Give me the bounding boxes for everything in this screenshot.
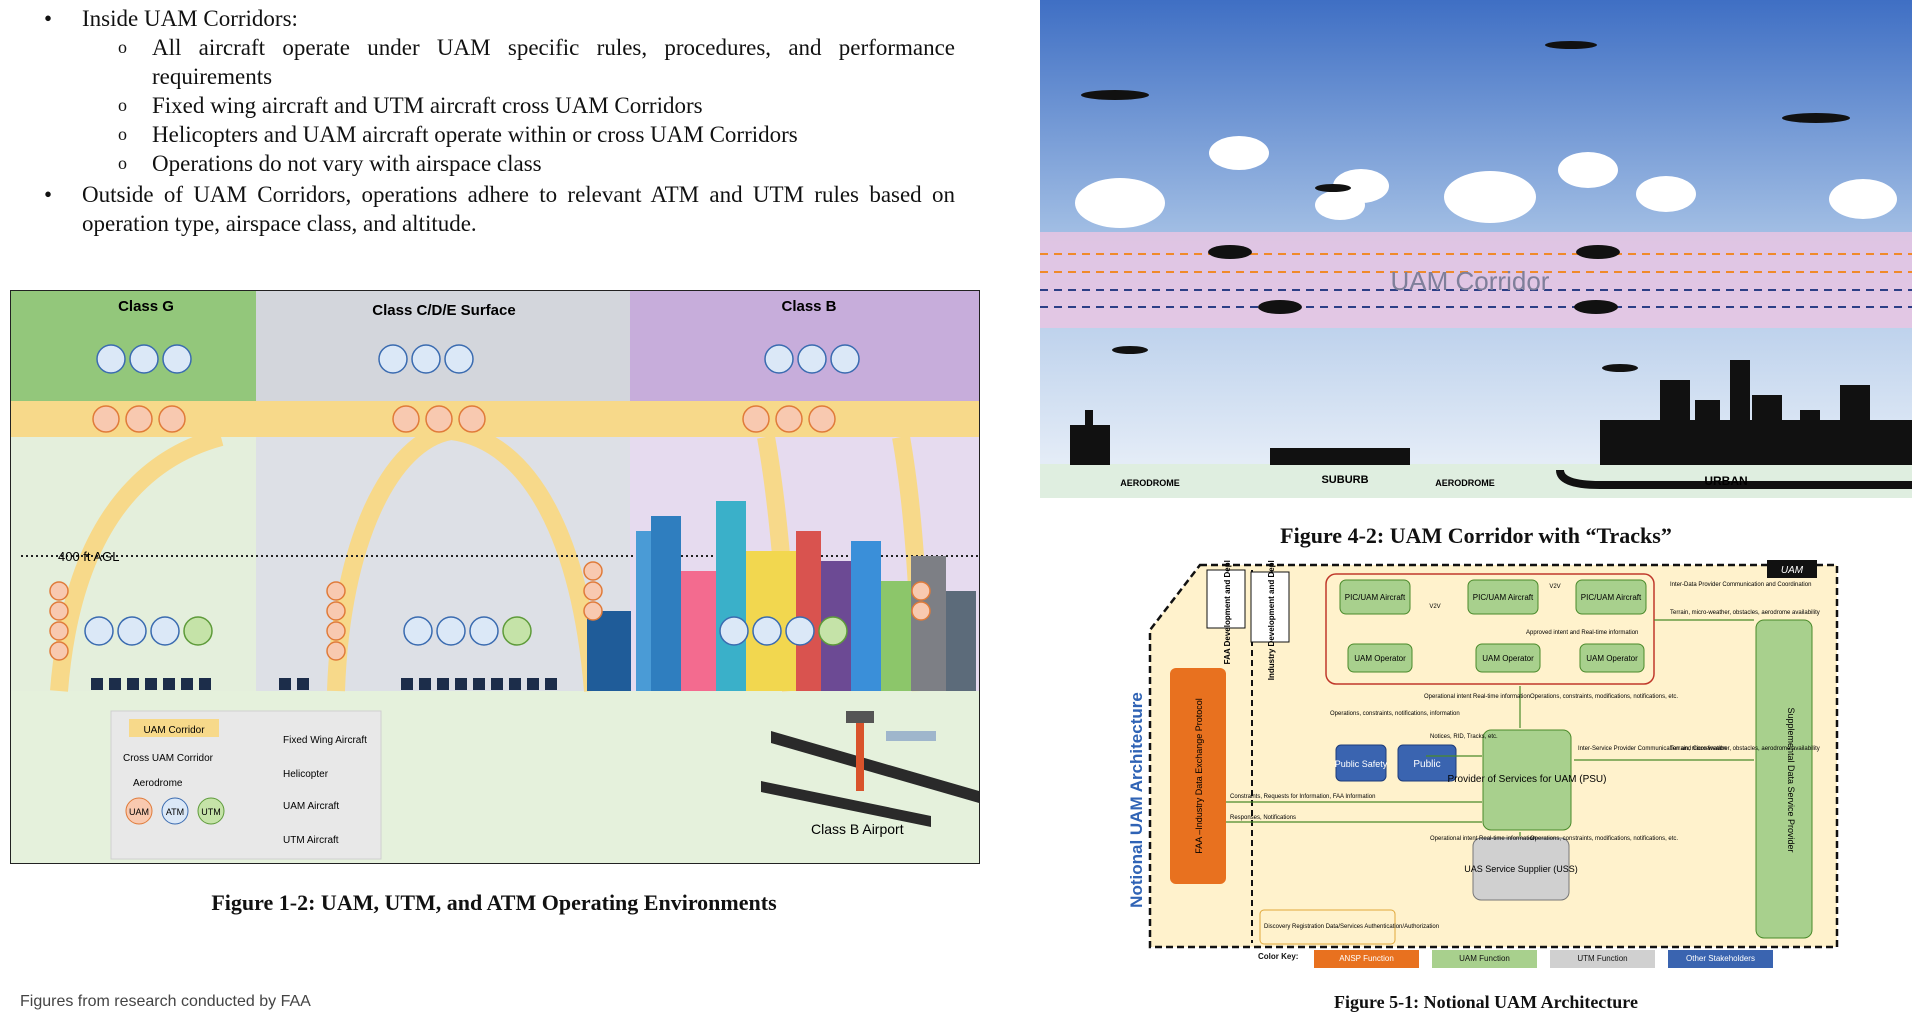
figure-5-1-caption: Figure 5-1: Notional UAM Architecture [1334, 992, 1638, 1012]
ops-constraints-2: Operations, constraints, modifications, … [1530, 836, 1678, 842]
discovery-label: Discovery Registration Data/Services Aut… [1264, 924, 1439, 930]
pic-1: PIC/UAM Aircraft [1345, 593, 1406, 602]
urban-label: URBAN [1704, 474, 1747, 488]
legend-uam-aircraft: UAM Aircraft [283, 801, 339, 812]
class-cde-label: Class C/D/E Surface [372, 302, 515, 319]
key-uam: UAM Function [1432, 950, 1537, 968]
notices-label: Notices, RID, Tracks, etc. [1430, 734, 1498, 740]
legend-atm: ATM [166, 807, 184, 817]
clouds [1075, 136, 1897, 228]
operator-1: UAM Operator [1354, 654, 1406, 663]
notional-label: Notional UAM Architecture [1130, 692, 1146, 908]
legend-aerodrome: Aerodrome [133, 778, 183, 789]
sub-bullet: o Fixed wing aircraft and UTM aircraft cr… [118, 93, 703, 118]
operating-environments-diagram: Class G Class C/D/E Surface Class B 400 … [11, 291, 979, 863]
key-ansp: ANSP Function [1314, 950, 1419, 968]
inter-sp-label: Inter-Service Provider Communication and… [1578, 746, 1727, 752]
airport [761, 711, 979, 827]
uam-tag: UAM [1781, 565, 1804, 576]
key-utm: UTM Function [1550, 950, 1655, 968]
notional-architecture-diagram: Notional UAM Architecture FAA Developmen… [1127, 531, 1839, 949]
color-key-label: Color Key: [1258, 952, 1299, 961]
bullet-outside: • Outside of UAM Corridors, operations ad… [44, 182, 955, 236]
airport-label: Class B Airport [811, 821, 904, 837]
public-safety: Public Safety [1335, 759, 1388, 769]
fidep-label: FAA –Industry Data Exchange Protocol [1194, 698, 1204, 854]
fidep-box [1170, 668, 1226, 884]
figure-5-1: Notional UAM Architecture FAA Developmen… [1127, 531, 1842, 950]
ind-dev-label: Industry Development and Deployment [1267, 560, 1276, 680]
legend-fixed-wing: Fixed Wing Aircraft [283, 735, 367, 746]
op-intent-1: Operational intent Real-time information [1424, 694, 1530, 700]
legend-utm: UTM [201, 807, 221, 817]
legend-cross: Cross UAM Corridor [123, 753, 214, 764]
class-b-label: Class B [781, 298, 836, 315]
sub-bullet: o Operations do not vary with airspace cl… [118, 151, 542, 176]
uam-corridor-illustration: UAM Corridor AERODROME SUBURB AERODROME … [1040, 0, 1912, 498]
aerodrome-label-2: AERODROME [1435, 478, 1495, 488]
supplemental-label: Supplemental Data Service Provider [1786, 707, 1796, 852]
source-note: Figures from research conducted by FAA [20, 993, 311, 1010]
responses-label: Responses, Notifications [1230, 815, 1296, 821]
operator-2: UAM Operator [1482, 654, 1534, 663]
corridor-band [1040, 232, 1912, 328]
bullet-list: • Inside UAM Corridors: o All aircraft ope… [40, 4, 955, 238]
legend-corridor: UAM Corridor [143, 725, 205, 736]
pic-2: PIC/UAM Aircraft [1473, 593, 1534, 602]
sub-bullet: o All aircraft operate under UAM specific… [118, 35, 955, 89]
class-g-label: Class G [118, 298, 174, 315]
faa-dev-label: FAA Development and Deployment [1223, 560, 1232, 664]
class-b-band [630, 291, 979, 401]
city-skyline [587, 501, 976, 691]
legend-corridor-swatch [129, 719, 219, 737]
terrain-1: Terrain, micro-weather, obstacles, aerod… [1670, 610, 1820, 616]
inter-dp-label: Inter-Data Provider Communication and Co… [1670, 582, 1811, 588]
operator-3: UAM Operator [1586, 654, 1638, 663]
ops-constraints-info: Operations, constraints, notifications, … [1330, 711, 1460, 717]
aircraft-icons [84, 344, 860, 646]
figure-1-2-caption: Figure 1-2: UAM, UTM, and ATM Operating … [211, 890, 777, 915]
legend-utm-aircraft: UTM Aircraft [283, 835, 339, 846]
class-g-band [11, 291, 256, 401]
key-other: Other Stakeholders [1668, 950, 1773, 968]
ops-constraints-1: Operations, constraints, modifications, … [1530, 694, 1678, 700]
v2v-2: V2V [1549, 584, 1560, 590]
constraints-req: Constraints, Requests for Information, F… [1230, 794, 1375, 800]
legend-helicopter: Helicopter [283, 769, 329, 780]
corridor-arch [327, 421, 602, 692]
terrain-2: Terrain, micro-weather, obstacles, aerod… [1670, 746, 1820, 752]
agl-label: 400 ft AGL [58, 549, 119, 564]
pic-3: PIC/UAM Aircraft [1581, 593, 1642, 602]
bullet-inside: • Inside UAM Corridors: [44, 6, 298, 31]
v2v-1: V2V [1429, 604, 1440, 610]
approved-label: Approved intent and Real-time informatio… [1526, 630, 1638, 636]
figure-4-2: UAM Corridor AERODROME SUBURB AERODROME … [1040, 0, 1912, 498]
op-intent-2: Operational intent Real-time information [1430, 836, 1536, 842]
suburb-label: SUBURB [1321, 474, 1368, 486]
legend-uam: UAM [129, 807, 149, 817]
skyline [1070, 360, 1912, 465]
figure-4-2-caption: Figure 4-2: UAM Corridor with “Tracks” [1280, 523, 1672, 548]
corridor-label: UAM Corridor [1391, 266, 1550, 296]
aircraft-silhouettes [1081, 41, 1850, 372]
houses [91, 678, 557, 690]
figure-1-2: Class G Class C/D/E Surface Class B 400 … [10, 290, 980, 864]
class-cde-band [256, 291, 630, 401]
aerodrome-label-1: AERODROME [1120, 478, 1180, 488]
sub-bullet: o Helicopters and UAM aircraft operate wi… [118, 122, 798, 147]
uss-label: UAS Service Supplier (USS) [1464, 864, 1578, 874]
psu-label: Provider of Services for UAM (PSU) [1448, 774, 1607, 785]
public: Public [1413, 759, 1440, 770]
